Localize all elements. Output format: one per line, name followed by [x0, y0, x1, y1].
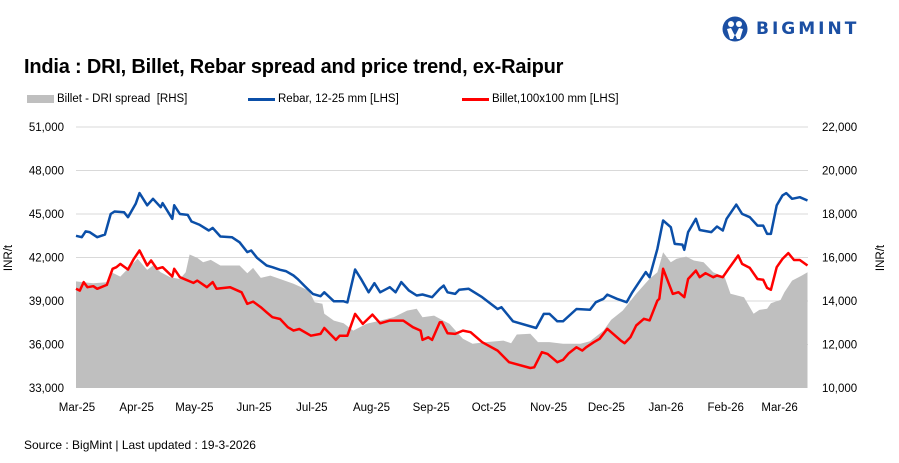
legend-label-spread: Billet - DRI spread [RHS] [57, 93, 188, 105]
rebar-line [75, 191, 808, 330]
y-tick-label-right: 12,000 [822, 340, 857, 352]
source-note: Source : BigMint | Last updated : 19-3-2… [24, 438, 256, 452]
legend-item-rebar: Rebar, 12-25 mm [LHS] [248, 93, 399, 105]
x-tick-label: Feb-26 [708, 402, 744, 414]
y-axis-title-left: INR/t [3, 244, 15, 271]
y-tick-label-right: 10,000 [822, 383, 857, 395]
x-tick-label: Mar-26 [761, 402, 797, 414]
y-tick-label-right: 16,000 [822, 253, 857, 265]
y-tick-label-right: 20,000 [822, 166, 857, 178]
chart-title: India : DRI, Billet, Rebar spread and pr… [24, 56, 564, 78]
x-tick-label: Oct-25 [472, 402, 507, 414]
x-tick-label: Aug-25 [353, 402, 390, 414]
x-tick-label: Sep-25 [413, 402, 450, 414]
x-tick-label: Nov-25 [530, 402, 567, 414]
billet-line [75, 249, 809, 370]
y-tick-label-left: 39,000 [29, 296, 64, 308]
bigmint-people-icon [722, 16, 748, 42]
y-tick-label-left: 33,000 [29, 383, 64, 395]
legend-item-billet: Billet,100x100 mm [LHS] [462, 93, 619, 105]
x-tick-label: Dec-25 [588, 402, 625, 414]
legend-swatch-spread [27, 95, 54, 103]
y-tick-label-left: 42,000 [29, 253, 64, 265]
y-tick-label-right: 22,000 [822, 122, 857, 134]
x-tick-label: Mar-25 [59, 402, 95, 414]
x-tick-label: Apr-25 [119, 402, 154, 414]
y-tick-label-left: 36,000 [29, 340, 64, 352]
x-tick-label: Jun-25 [237, 402, 272, 414]
bigmint-logo: BIGMINT [722, 16, 859, 42]
legend-label-rebar: Rebar, 12-25 mm [LHS] [278, 93, 399, 105]
x-tick-label: Jan-26 [648, 402, 683, 414]
y-tick-label-left: 45,000 [29, 209, 64, 221]
legend-swatch-rebar [248, 97, 275, 101]
legend-label-billet: Billet,100x100 mm [LHS] [492, 93, 619, 105]
y-tick-label-right: 14,000 [822, 296, 857, 308]
logo-text: BIGMINT [756, 19, 860, 39]
y-axis-title-right: INR/t [875, 244, 887, 271]
legend-item-spread: Billet - DRI spread [RHS] [27, 93, 187, 105]
legend-swatch-billet [462, 97, 489, 101]
y-tick-label-left: 51,000 [29, 122, 64, 134]
x-tick-label: May-25 [175, 402, 213, 414]
y-tick-label-right: 18,000 [822, 209, 857, 221]
x-tick-label: Jul-25 [296, 402, 327, 414]
spread-area [76, 252, 808, 388]
y-tick-label-left: 48,000 [29, 166, 64, 178]
